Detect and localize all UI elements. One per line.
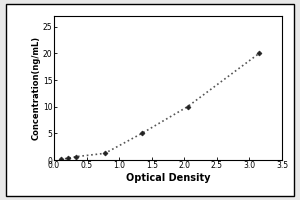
Y-axis label: Concentration(ng/mL): Concentration(ng/mL) bbox=[31, 36, 40, 140]
X-axis label: Optical Density: Optical Density bbox=[126, 173, 210, 183]
